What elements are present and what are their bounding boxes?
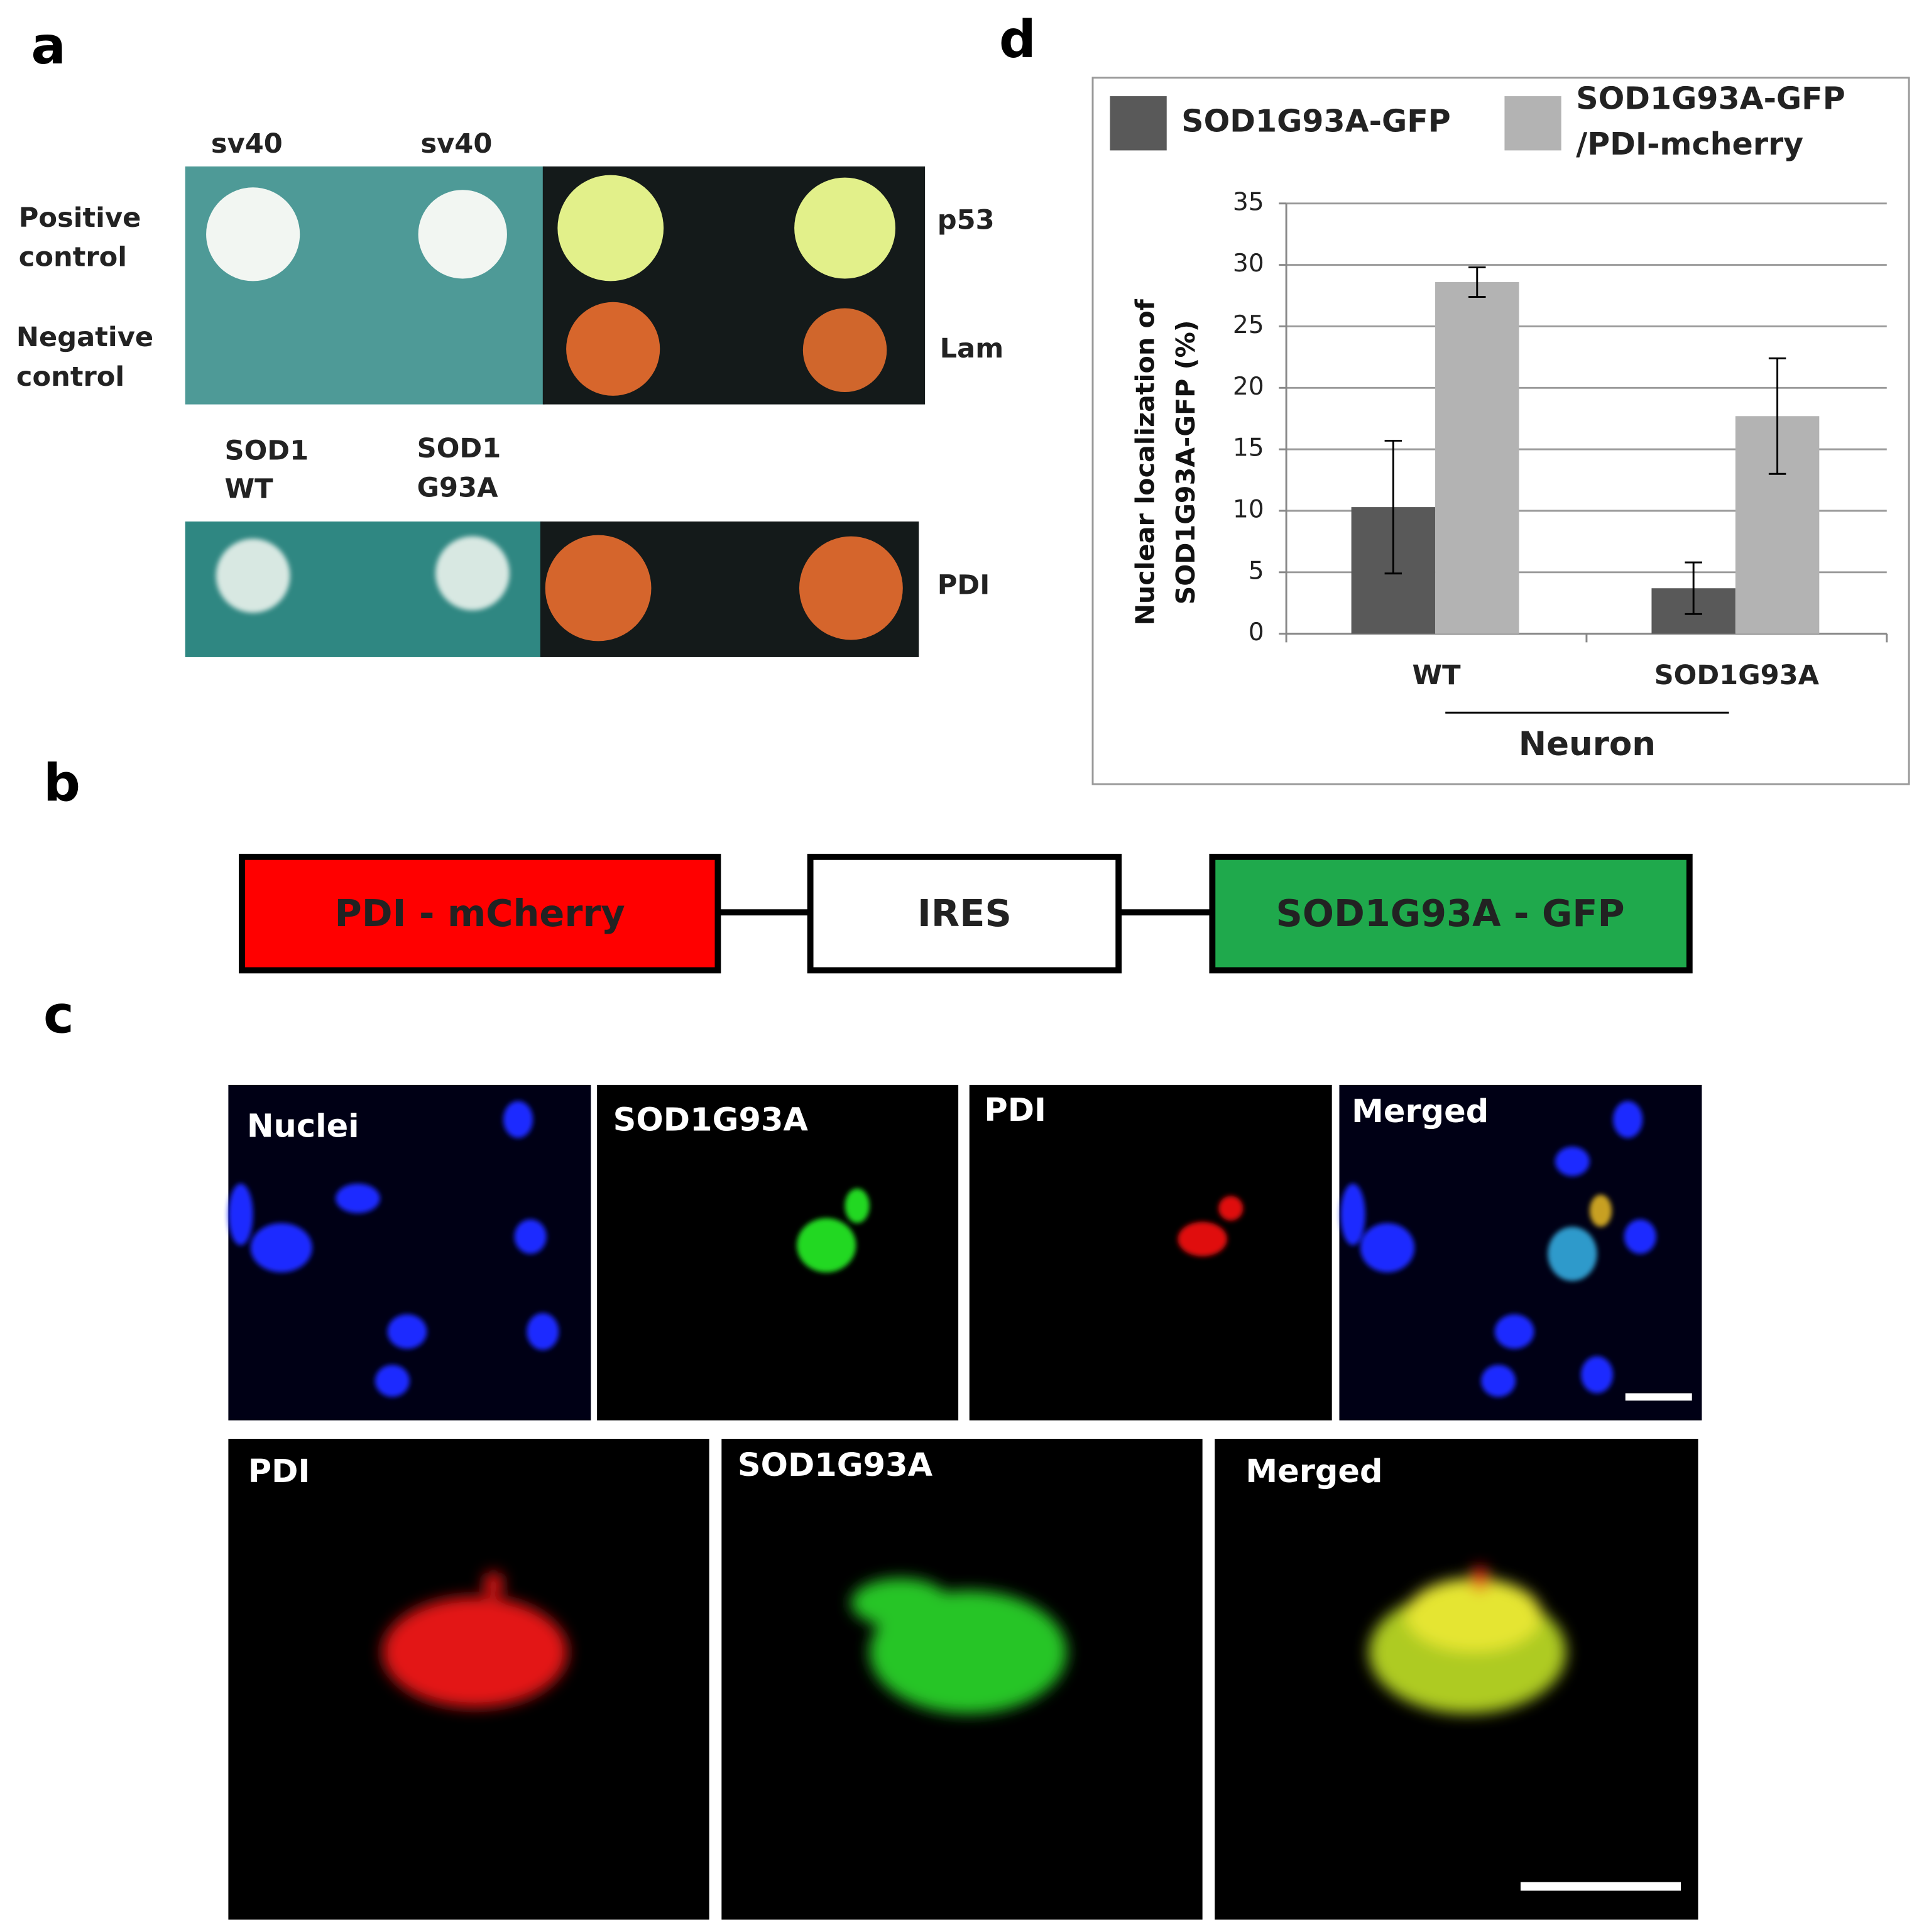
panel-label: a [31, 16, 66, 76]
chart: 0 5 10 15 20 25 30 35 Nuclear localization of SOD… [1110, 80, 1888, 763]
y-tick-label: 0 [1249, 618, 1264, 647]
y-tick-label: 20 [1233, 373, 1264, 401]
row-label: control [19, 242, 127, 273]
column-label: WT [225, 474, 274, 505]
row-label: control [16, 361, 124, 393]
group-label: Neuron [1519, 725, 1656, 763]
y-axis-label: SOD1G93A-GFP (%) [1171, 320, 1201, 604]
row-label: Negative [16, 322, 153, 353]
image-label: Merged [1245, 1453, 1382, 1490]
y-axis-label: Nuclear localization of [1130, 298, 1160, 625]
panel-label: b [43, 753, 80, 813]
error-bar [1384, 439, 1402, 575]
side-label: p53 [937, 205, 995, 236]
error-bar [1768, 357, 1786, 475]
panel-label: c [43, 985, 74, 1045]
column-label: SOD1 [225, 435, 309, 467]
side-label: PDI [937, 570, 990, 601]
side-label: Lam [940, 333, 1004, 364]
legend-swatch [1504, 96, 1561, 151]
x-tick-label: SOD1G93A [1654, 660, 1820, 691]
column-label: sv40 [211, 128, 283, 160]
error-bar [1468, 266, 1486, 298]
legend-label: SOD1G93A-GFP [1576, 80, 1845, 116]
y-tick-label: 15 [1233, 434, 1264, 462]
x-tick-label: WT [1412, 660, 1461, 691]
y-tick-label: 35 [1233, 188, 1264, 216]
error-bar [1685, 561, 1702, 615]
bar [1435, 282, 1519, 634]
image-label: PDI [984, 1092, 1046, 1129]
construct-label: SOD1G93A - GFP [1276, 892, 1625, 935]
image-label: Merged [1352, 1093, 1489, 1130]
y-tick-label: 10 [1233, 495, 1264, 523]
column-label: SOD1 [417, 433, 501, 464]
legend-swatch [1110, 96, 1167, 151]
y-tick-label: 5 [1249, 557, 1264, 585]
image-label: SOD1G93A [613, 1102, 809, 1139]
image-label: Nuclei [247, 1108, 359, 1145]
row-label: Positive [19, 202, 141, 234]
construct-label: PDI - mCherry [335, 892, 625, 935]
column-label: G93A [417, 472, 498, 504]
y-tick-label: 30 [1233, 249, 1264, 278]
legend-label: SOD1G93A-GFP [1181, 103, 1450, 139]
panel-label: d [999, 10, 1036, 70]
construct [239, 853, 1693, 974]
plate-images [185, 166, 926, 657]
legend-label: /PDI-mcherry [1576, 126, 1803, 162]
micrographs [228, 1084, 1702, 1920]
y-tick-label: 25 [1233, 311, 1264, 339]
column-label: sv40 [420, 128, 492, 160]
image-label: PDI [248, 1453, 310, 1490]
image-label: SOD1G93A [738, 1447, 933, 1484]
construct-label: IRES [917, 892, 1012, 935]
